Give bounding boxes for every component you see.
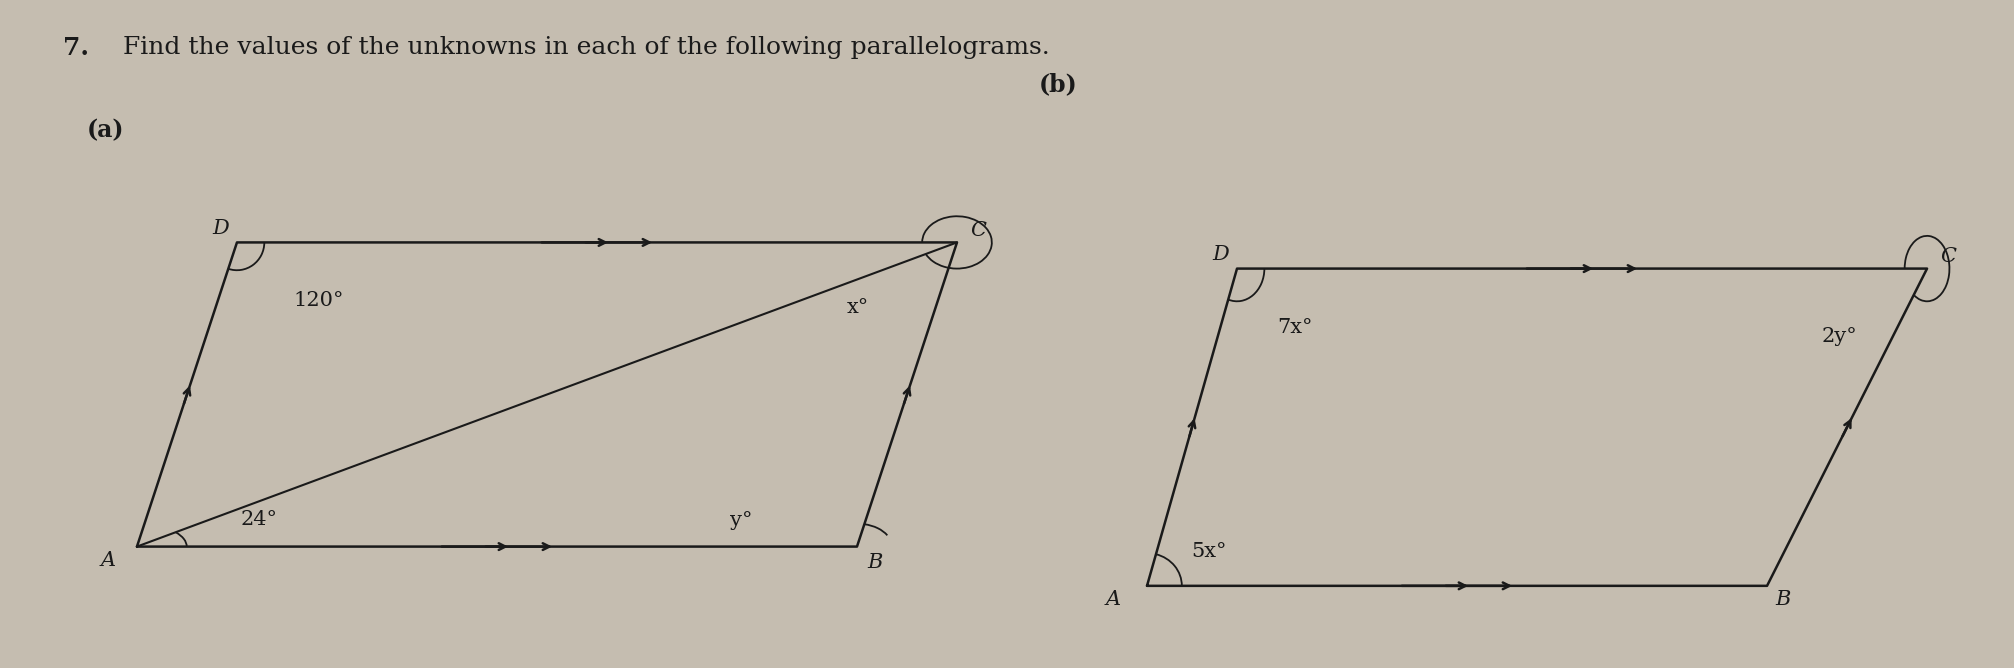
Text: 24°: 24°: [242, 510, 278, 529]
Text: C: C: [1939, 247, 1956, 266]
Text: (a): (a): [87, 118, 125, 142]
Text: D: D: [211, 219, 230, 238]
Text: A: A: [1106, 590, 1122, 609]
Text: 120°: 120°: [292, 291, 344, 311]
Text: 7.: 7.: [62, 36, 89, 60]
Text: A: A: [101, 551, 117, 570]
Text: B: B: [1774, 590, 1790, 609]
Text: 2y°: 2y°: [1821, 327, 1857, 347]
Text: Find the values of the unknowns in each of the following parallelograms.: Find the values of the unknowns in each …: [107, 36, 1049, 59]
Text: B: B: [868, 553, 882, 572]
Text: 7x°: 7x°: [1277, 318, 1313, 337]
Text: 5x°: 5x°: [1190, 542, 1227, 561]
Text: y°: y°: [731, 511, 753, 530]
Text: C: C: [971, 221, 987, 240]
Text: x°: x°: [848, 298, 870, 317]
Text: (b): (b): [1039, 72, 1077, 96]
Text: D: D: [1212, 245, 1229, 265]
